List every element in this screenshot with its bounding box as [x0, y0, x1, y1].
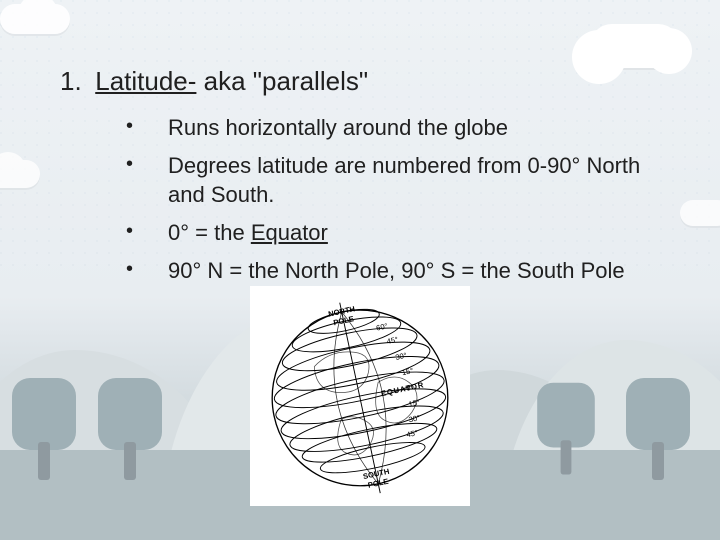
- tree-deco: [96, 370, 164, 480]
- globe-svg: 60°45°30°15°0°15°30°45°EQUATORNORTHPOLES…: [255, 291, 465, 501]
- heading-number: 1.: [60, 66, 88, 97]
- bullet-text: Runs horizontally around the globe: [168, 115, 508, 140]
- heading-term: Latitude-: [95, 66, 196, 96]
- globe-diagram: 60°45°30°15°0°15°30°45°EQUATORNORTHPOLES…: [250, 286, 470, 506]
- slide-content: 1. Latitude- aka "parallels" Runs horizo…: [0, 0, 720, 285]
- bullet-text: 0° = the: [168, 220, 251, 245]
- bullet-text: 90° N = the North Pole, 90° S = the Sout…: [168, 258, 625, 283]
- tree-deco: [535, 376, 596, 475]
- bullet-item: Degrees latitude are numbered from 0-90°…: [126, 151, 654, 210]
- bullet-text: Degrees latitude are numbered from 0-90°…: [168, 153, 640, 208]
- tree-deco: [10, 370, 78, 480]
- bullet-item: 0° = the Equator: [126, 218, 654, 248]
- heading-rest: aka "parallels": [196, 66, 368, 96]
- bullet-item: 90° N = the North Pole, 90° S = the Sout…: [126, 256, 654, 286]
- tree-deco: [624, 370, 692, 480]
- bullet-list: Runs horizontally around the globe Degre…: [126, 113, 654, 285]
- heading-latitude: 1. Latitude- aka "parallels": [60, 66, 684, 97]
- bullet-text-underlined: Equator: [251, 220, 328, 245]
- bullet-item: Runs horizontally around the globe: [126, 113, 654, 143]
